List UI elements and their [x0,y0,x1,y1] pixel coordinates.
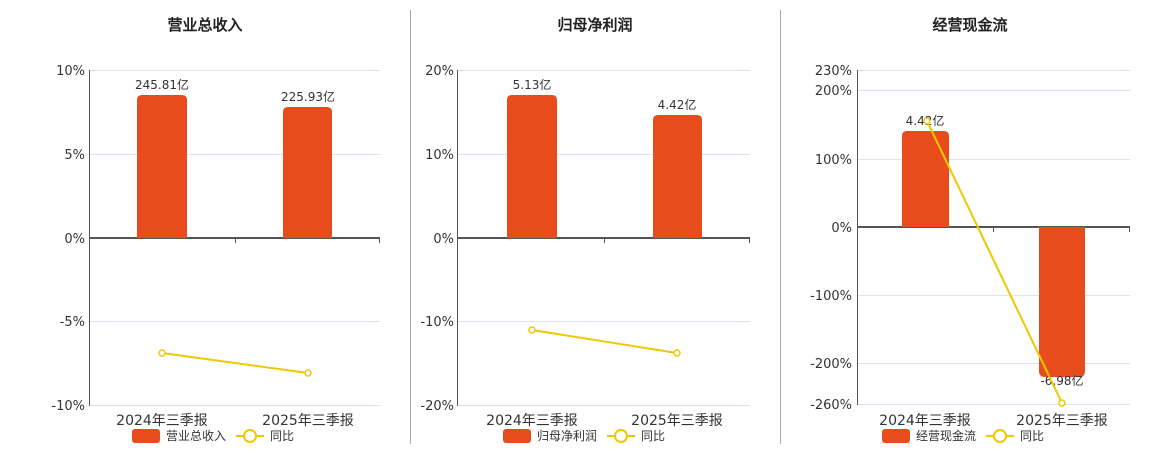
y-tick: 0% [831,221,852,236]
bar-2025q3[interactable] [653,115,702,238]
bar-label: 4.42亿 [658,97,697,112]
y-tick: -10% [420,315,454,330]
yoy-point[interactable] [158,349,166,357]
yoy-line [926,120,1063,404]
cash-flow-chart-plot: 230% 200% 100% 0% -100% -200% -260% 4.42… [810,64,1130,429]
yoy-point[interactable] [673,349,681,357]
x-tick: 2025年三季报 [262,413,354,429]
net-profit-chart-plot: 20% 10% 0% -10% -20% 5.13亿 4.42亿 2024年三季… [420,64,750,429]
bar-2025q3[interactable] [1039,227,1085,377]
y-tick: 0% [433,232,454,247]
yoy-line [161,352,309,374]
y-tick: -200% [810,357,852,372]
legend-line-swatch[interactable] [986,428,1015,443]
legend: 归母净利润 同比 [503,427,665,444]
y-tick: 230% [815,64,852,79]
legend-line-label[interactable]: 同比 [1020,429,1045,443]
legend-line-swatch[interactable] [607,428,636,443]
legend-bar-label[interactable]: 归母净利润 [537,429,598,443]
legend-line-label[interactable]: 同比 [641,429,666,443]
legend-bar-swatch[interactable] [503,428,531,443]
chart-title: 归母净利润 [557,16,633,34]
bar-2024q3[interactable] [137,95,187,238]
bar-label: 245.81亿 [135,77,189,92]
x-tick: 2024年三季报 [879,413,971,429]
bar-2024q3[interactable] [902,131,949,227]
gridlines [458,70,750,406]
chart-title: 营业总收入 [167,16,243,34]
yoy-point[interactable] [923,117,931,125]
yoy-line [531,329,678,354]
panel-separator [780,10,781,444]
y-tick: 20% [425,64,454,79]
yoy-point[interactable] [304,369,312,377]
panel-separator [410,10,411,444]
legend: 经营现金流 同比 [882,427,1044,444]
chart-panel-net-profit: 归母净利润 20% 10% 0% -10% -20% 5.13亿 4.42亿 2… [410,0,780,450]
legend-bar-swatch[interactable] [882,428,910,443]
legend-bar-label[interactable]: 营业总收入 [166,429,227,443]
legend-line-swatch[interactable] [236,428,265,443]
y-tick: -10% [51,399,85,414]
y-tick: -5% [60,315,85,330]
revenue-chart-plot: 10% 5% 0% -5% -10% 245.81亿 225.93亿 2024年… [51,64,380,429]
chart-panel-operating-cash-flow: 经营现金流 230% 200% 100% 0% -100% -200% -260… [780,0,1160,450]
y-tick: 5% [64,148,85,163]
chart-panel-revenue: 营业总收入 10% 5% 0% -5% -10% 245.81亿 225.93亿 [0,0,410,450]
gridlines [858,70,1130,405]
x-tick: 2025年三季报 [631,413,723,429]
y-tick: -100% [810,289,852,304]
x-tick: 2024年三季报 [486,413,578,429]
y-tick: 10% [56,64,85,79]
yoy-point[interactable] [1058,399,1066,407]
y-tick: 0% [64,232,85,247]
yoy-point[interactable] [528,326,536,334]
y-tick: -260% [810,398,852,413]
bar-2024q3[interactable] [507,95,557,238]
bar-label: 225.93亿 [281,89,335,104]
x-tick: 2025年三季报 [1016,413,1108,429]
y-tick: -20% [420,399,454,414]
legend-bar-swatch[interactable] [132,428,160,443]
x-tick: 2024年三季报 [116,413,208,429]
legend-line-label[interactable]: 同比 [270,429,295,443]
bar-2025q3[interactable] [283,107,332,238]
bar-label: -6.98亿 [1040,373,1083,388]
y-tick: 100% [815,153,852,168]
bar-label: 5.13亿 [513,77,552,92]
y-tick: 10% [425,148,454,163]
legend-bar-label[interactable]: 经营现金流 [916,429,977,443]
y-tick: 200% [815,84,852,99]
legend: 营业总收入 同比 [132,427,294,444]
chart-title: 经营现金流 [932,16,1008,34]
